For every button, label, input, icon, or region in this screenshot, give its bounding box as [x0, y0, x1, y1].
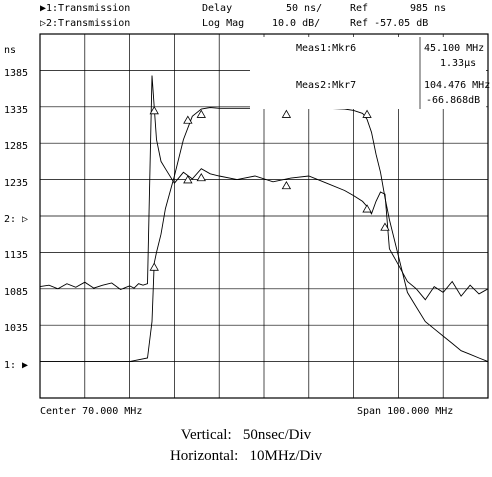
meas2-value-2: -66.868dB	[426, 95, 480, 106]
y-tick-5: 2: ▷	[4, 214, 28, 225]
marker-4-trace1-icon	[183, 115, 193, 124]
trace2-mode: Log Mag	[202, 18, 244, 29]
horizontal-scale: Horizontal: 10MHz/Div	[169, 448, 323, 464]
y-tick-3: 1285	[4, 141, 28, 152]
marker-7-trace2-icon	[380, 222, 390, 231]
y-tick-1: 1385	[4, 68, 28, 79]
trace1-ref: Ref	[350, 3, 368, 14]
trace2-ref: Ref -57.05 dB	[350, 18, 428, 29]
marker-1-trace1-icon	[281, 109, 292, 118]
y-tick-4: 1235	[4, 178, 28, 189]
markers	[149, 105, 390, 271]
y-tick-2: 1335	[4, 105, 28, 116]
marker-2-trace1-icon	[196, 109, 206, 118]
trace1-ref-value: 985 ns	[410, 3, 446, 14]
vertical-scale: Vertical: 50nsec/Div	[180, 427, 312, 443]
meas1-label: Meas1:Mkr6	[296, 43, 356, 54]
trace2-label: ▷2:Transmission	[40, 18, 130, 29]
trace1-mode: Delay	[202, 3, 232, 14]
meas2-value-1: 104.476 MHz	[424, 80, 490, 91]
marker-4-trace2-icon	[183, 175, 193, 184]
y-tick-8: 1035	[4, 323, 28, 334]
y-tick-6: 1135	[4, 250, 28, 261]
trace2-scale: 10.0 dB/	[272, 18, 320, 29]
y-tick-9: 1: ▶	[4, 360, 28, 371]
trace-1-line	[39, 75, 489, 301]
marker-5-trace1-icon	[362, 109, 372, 118]
y-tick-7: 1085	[4, 287, 28, 298]
marker-readout-bg	[250, 37, 486, 109]
center-frequency: Center 70.000 MHz	[40, 406, 142, 417]
marker-2-trace2-icon	[196, 172, 206, 182]
marker-1-trace2-icon	[281, 180, 292, 190]
marker-6-trace1-icon	[149, 105, 159, 115]
analyzer-screen: ▶1:Transmission Delay 50 ns/ Ref 985 ns …	[4, 3, 490, 417]
trace1-scale: 50 ns/	[286, 3, 322, 14]
meas2-label: Meas2:Mkr7	[296, 80, 356, 91]
meas1-value-1: 45.100 MHz	[424, 43, 484, 54]
trace1-label: ▶1:Transmission	[40, 3, 130, 14]
y-unit-label: ns	[4, 45, 16, 56]
marker-5-trace2-icon	[362, 204, 372, 213]
span-frequency: Span 100.000 MHz	[357, 406, 453, 417]
marker-3-trace2-icon	[149, 262, 159, 271]
meas1-value-2: 1.33μs	[440, 58, 476, 69]
